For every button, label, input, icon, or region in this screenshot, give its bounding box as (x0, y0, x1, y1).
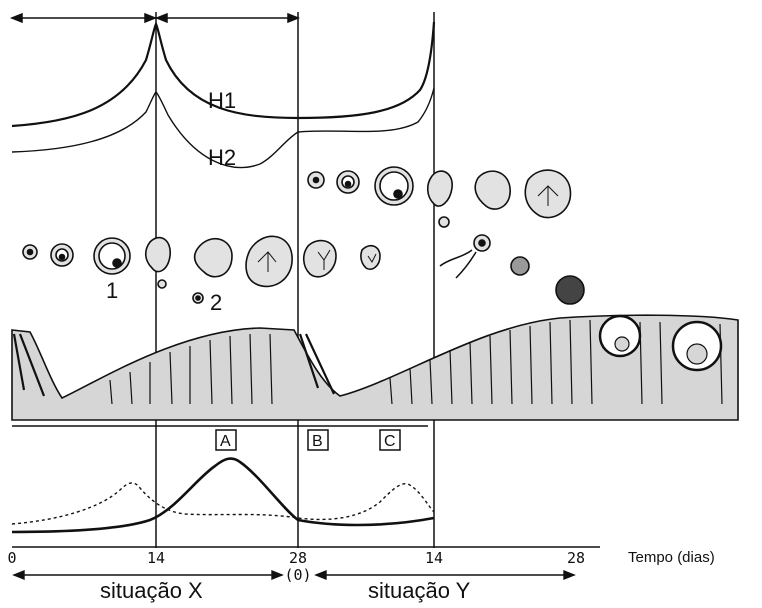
h1-label: H1 (208, 88, 236, 113)
axis-title: Tempo (dias) (628, 549, 715, 566)
situation-x-arrow (12, 569, 284, 581)
ovary-follicles-cycle1 (22, 235, 381, 304)
follicle-label-2: 2 (210, 290, 222, 315)
situation-y-arrow (314, 569, 576, 581)
ovary-follicles-cycle2 (307, 166, 585, 305)
tick-0: 0 (7, 549, 16, 567)
endometrium-glands (12, 314, 723, 405)
progesterone-curve (11, 457, 435, 534)
tick-28-b: 28 (567, 549, 585, 567)
situation-y-label: situação Y (368, 578, 471, 603)
follicle-label-1: 1 (106, 278, 118, 303)
hormone-h2-curve (11, 87, 435, 169)
situation-x-label: situação X (100, 578, 203, 603)
estrogen-curve (11, 482, 435, 525)
tick-28-a: 28 (289, 549, 307, 567)
phase-label-c: C (384, 433, 396, 450)
phase-box-b: B (307, 429, 329, 451)
hormone-h1-curve (11, 21, 436, 128)
phase-label-b: B (312, 433, 323, 450)
h2-label: H2 (208, 145, 236, 170)
phase-label-a: A (220, 433, 231, 450)
top-span-arrow (9, 12, 301, 24)
tick-14-b: 14 (425, 549, 443, 567)
zero-marker: (0) (284, 566, 311, 584)
phase-box-a: A (215, 429, 237, 451)
phase-box-c: C (379, 429, 401, 451)
tick-14-a: 14 (147, 549, 165, 567)
cycle-day-markers (155, 12, 435, 548)
